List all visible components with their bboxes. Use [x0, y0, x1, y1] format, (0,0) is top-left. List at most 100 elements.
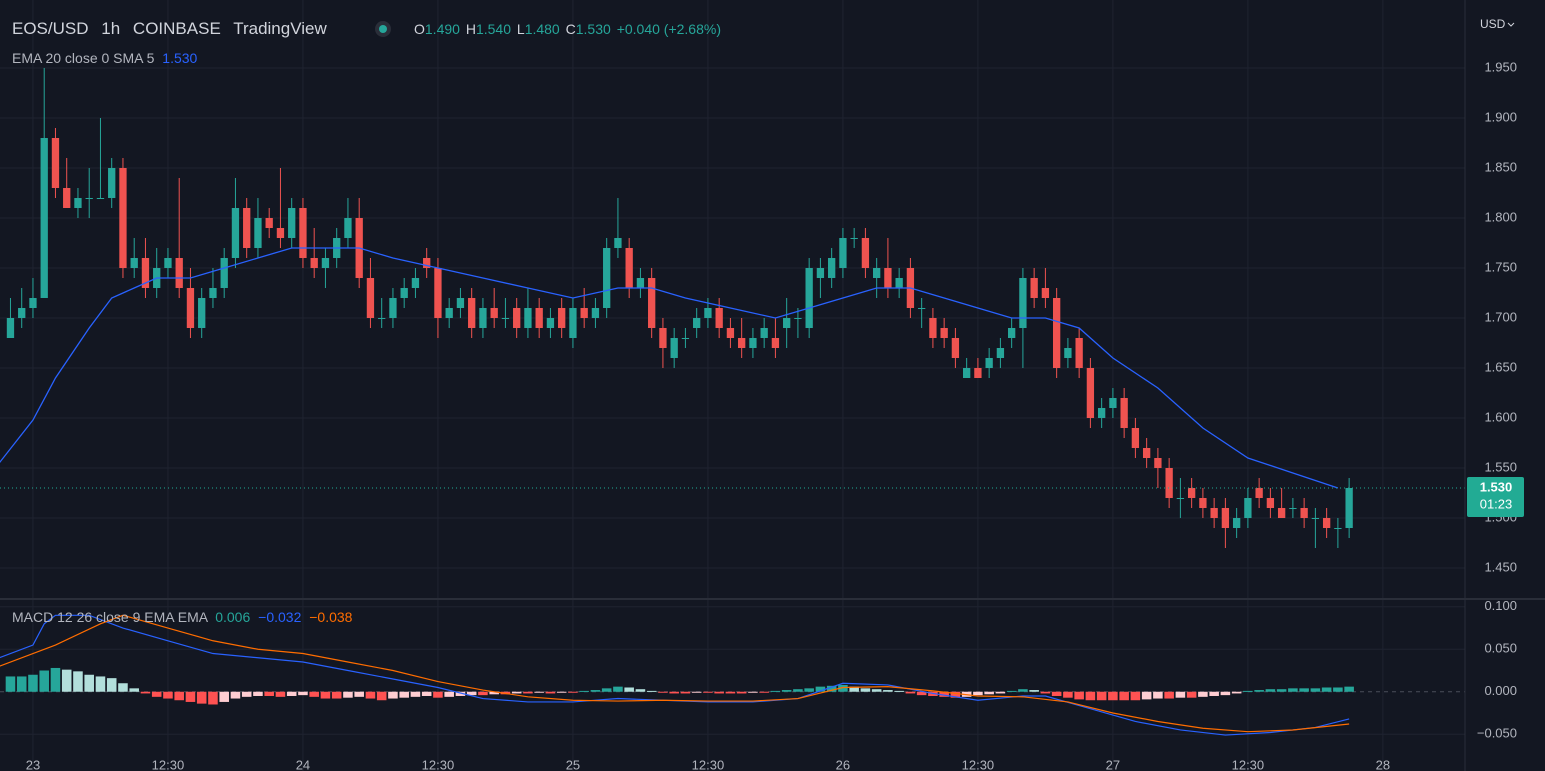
currency-chevron [1507, 22, 1515, 27]
countdown-label: 01:23 [1480, 496, 1513, 511]
histogram-bar [354, 691, 364, 697]
candle-body [310, 258, 318, 268]
histogram-bar [331, 691, 342, 699]
candle-body [6, 318, 15, 338]
histogram-bar [1096, 691, 1107, 701]
candle-body [389, 298, 397, 318]
candle-body [209, 288, 217, 298]
histogram-bar [1018, 689, 1028, 692]
currency[interactable]: USD [1480, 17, 1506, 31]
close-label: C [566, 21, 576, 37]
histogram-bar [511, 691, 522, 694]
candle-body [974, 368, 982, 378]
histogram-bar [939, 691, 949, 697]
histogram-bar [1175, 691, 1186, 698]
candle-body [468, 298, 476, 328]
histogram-bar [309, 691, 319, 697]
histogram-bar [1141, 691, 1152, 700]
candle-body [400, 288, 408, 298]
histogram-bar [421, 691, 432, 696]
candle-body [434, 268, 442, 318]
exchange: COINBASE [133, 19, 221, 38]
signal-line [0, 614, 1350, 733]
histogram-bar [1288, 688, 1298, 692]
histogram-bar [253, 691, 263, 696]
candle-body [1199, 498, 1207, 508]
y-tick-label: 1.850 [1484, 159, 1517, 174]
histogram-bar [1153, 691, 1163, 699]
histogram-bar [196, 691, 207, 704]
histogram-bar [455, 691, 466, 696]
histogram-bar [1108, 691, 1118, 701]
histogram-bar [489, 691, 499, 695]
last-price-label: 1.530 [1480, 479, 1513, 494]
histogram-bar [185, 691, 196, 702]
status-dot [379, 25, 387, 33]
histogram-bar [601, 688, 612, 692]
histogram-bar [849, 686, 859, 692]
x-tick-label: 12:30 [152, 757, 185, 771]
histogram-bar [275, 691, 286, 697]
candle-body [299, 208, 307, 258]
histogram-bar [680, 691, 691, 694]
candle-body [141, 258, 150, 288]
histogram-bar [399, 691, 409, 698]
candle-body [1075, 338, 1083, 368]
low-label: L [517, 21, 525, 37]
ema-line [0, 247, 1339, 489]
candle-body [1176, 498, 1185, 499]
histogram-bar [1164, 691, 1174, 699]
marks [0, 68, 1465, 736]
histogram-bar [410, 691, 421, 697]
candle-body [816, 268, 825, 278]
candle-body [1086, 368, 1095, 418]
histogram-bar [883, 690, 893, 692]
histogram-bar [579, 690, 589, 692]
candle-body [1041, 288, 1050, 298]
histogram-bar [860, 688, 871, 692]
candle-body [693, 318, 701, 328]
histogram-bar [444, 691, 454, 697]
candle-body [175, 258, 183, 288]
candle-body [40, 138, 48, 298]
histogram-bar [39, 670, 49, 692]
candle-body [828, 258, 836, 278]
candle-body [648, 278, 656, 328]
histogram-bar [950, 691, 961, 698]
y-tick-label: 0.000 [1484, 683, 1517, 698]
histogram-bar [478, 691, 488, 696]
y-tick-label: 1.700 [1484, 309, 1517, 324]
histogram-bar [793, 689, 803, 692]
y-tick-label: 1.950 [1484, 59, 1517, 74]
histogram-bar [1029, 690, 1039, 692]
y-tick-label: 0.100 [1484, 598, 1517, 613]
histogram-bar [73, 671, 83, 692]
candle-body [569, 308, 577, 338]
histogram-bar [781, 690, 792, 692]
candle-body [951, 338, 960, 358]
candle-body [1131, 428, 1140, 448]
histogram-bar [1074, 691, 1084, 700]
candle-body [1334, 528, 1342, 529]
histogram-bar [871, 689, 882, 692]
candle-body [130, 258, 138, 268]
histogram-bar [613, 686, 623, 692]
candle-body [603, 248, 611, 308]
histogram-bar [658, 691, 668, 693]
histogram-bar [208, 691, 218, 705]
candle-body [74, 198, 82, 208]
candle-body [558, 308, 566, 328]
y-tick-label: 1.750 [1484, 259, 1517, 274]
ema-value: 1.530 [162, 50, 197, 66]
histogram-bar [61, 669, 72, 692]
histogram-bar [916, 691, 927, 696]
histogram-bar [286, 691, 297, 696]
candle-body [996, 348, 1005, 358]
candle-body [625, 248, 633, 288]
candle-body [63, 188, 71, 208]
high-value: 1.540 [476, 21, 511, 37]
x-tick-label: 27 [1106, 757, 1120, 771]
candle-body [423, 258, 431, 268]
candle-body [366, 278, 375, 318]
low-value: 1.480 [525, 21, 560, 37]
